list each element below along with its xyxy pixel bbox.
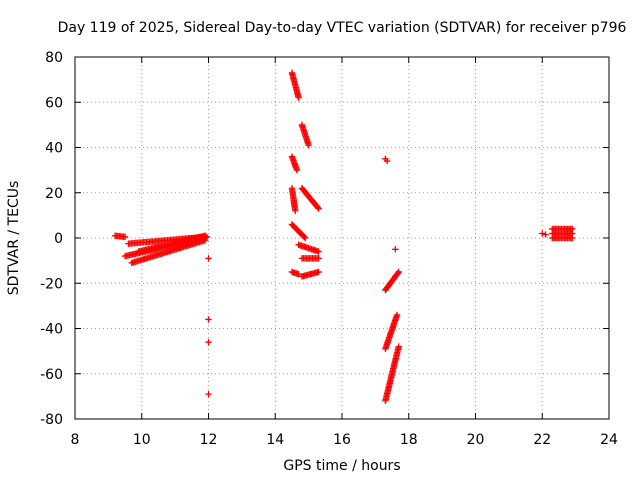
y-tick-label: 40	[45, 141, 63, 157]
track-j-point	[315, 205, 322, 212]
y-tick-label: 80	[45, 50, 63, 66]
x-tick-label: 8	[71, 432, 80, 448]
y-axis-label: SDTVAR / TECUs	[6, 181, 22, 296]
grid	[75, 57, 609, 419]
x-tick-label: 10	[133, 432, 151, 448]
axis-ticks: 8 10 12 14 16 18 20 22 24 -80 -60 -40 -20 0 20 40 60 80	[40, 50, 618, 448]
y-tick-label: -60	[40, 367, 63, 383]
x-tick-label: 18	[400, 432, 418, 448]
track-t-point	[569, 234, 576, 242]
y-tick-label: -20	[40, 276, 63, 292]
track-p-point	[394, 269, 402, 277]
isolated-point	[203, 233, 211, 241]
isolated-point	[383, 157, 391, 165]
track-f-point	[295, 94, 302, 101]
track-m-point	[315, 255, 322, 262]
isolated-point	[392, 246, 399, 253]
track-k-point	[302, 234, 309, 242]
x-tick-label: 16	[333, 432, 351, 448]
isolated-point	[205, 255, 212, 262]
track-j-point	[314, 204, 321, 211]
isolated-point	[539, 230, 546, 237]
isolated-point	[205, 390, 212, 398]
x-tick-label: 24	[600, 432, 618, 448]
track-r-point	[395, 343, 402, 350]
isolated-point	[205, 316, 212, 323]
track-k-point	[301, 233, 308, 241]
track-p-point	[395, 268, 402, 276]
track-q-point	[393, 311, 401, 319]
y-tick-label: 0	[54, 231, 63, 247]
x-tick-label: 12	[200, 432, 218, 448]
y-tick-label: 20	[45, 186, 63, 202]
x-tick-label: 22	[533, 432, 551, 448]
x-tick-label: 14	[266, 432, 284, 448]
y-tick-label: 60	[45, 95, 63, 111]
y-tick-label: -40	[40, 322, 63, 338]
track-a-point	[121, 233, 129, 241]
track-o-point	[315, 268, 322, 276]
track-l-point	[315, 248, 322, 255]
track-n-point	[295, 271, 302, 278]
isolated-point	[542, 231, 549, 238]
x-axis-label: GPS time / hours	[283, 458, 400, 474]
chart-title: Day 119 of 2025, Sidereal Day-to-day VTE…	[58, 20, 627, 36]
data-points	[111, 69, 576, 405]
track-g-point	[305, 142, 312, 149]
x-tick-label: 20	[467, 432, 485, 448]
y-tick-label: -80	[40, 412, 63, 428]
track-u-point	[569, 225, 576, 233]
isolated-point	[205, 338, 212, 346]
track-h-point	[293, 166, 301, 174]
track-i-point	[292, 207, 299, 215]
